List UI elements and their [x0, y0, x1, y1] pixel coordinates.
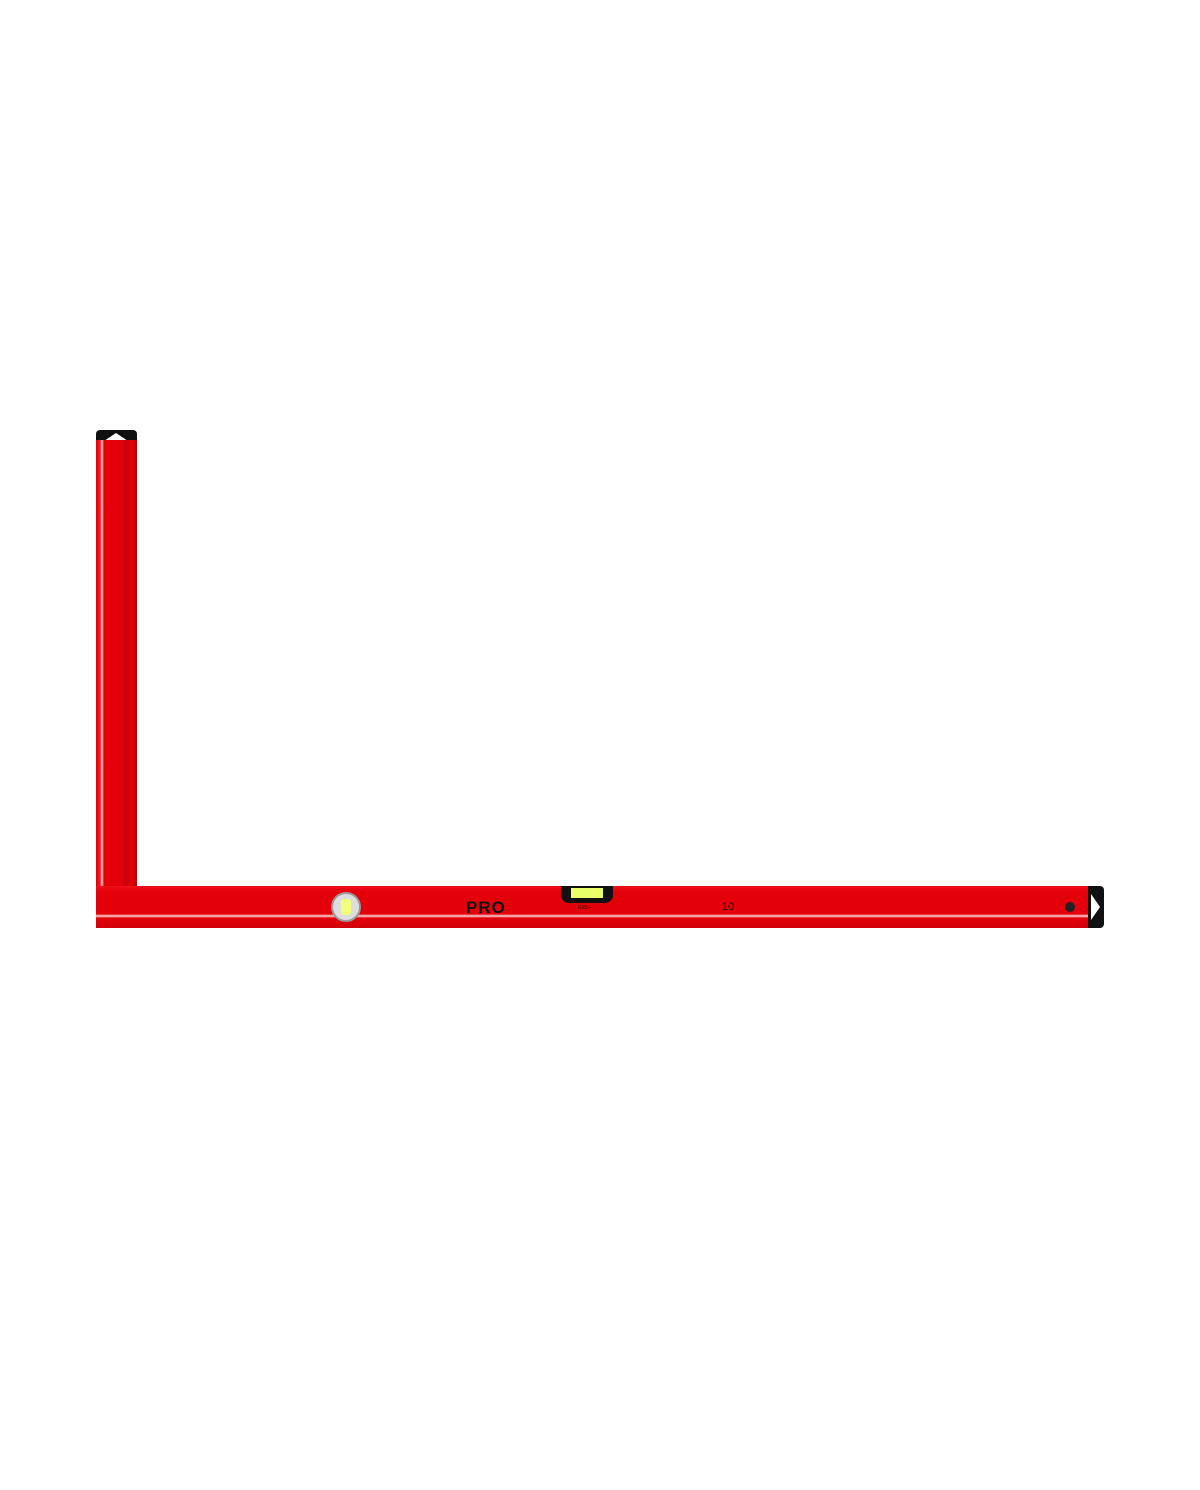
model-label: ERS+	[578, 905, 592, 911]
level-vial	[561, 886, 613, 903]
brand-logo: PRO	[466, 898, 506, 917]
hang-hole	[1065, 902, 1075, 912]
vertical-arm	[96, 440, 137, 928]
plumb-vial	[331, 892, 361, 922]
right-end-cap	[1088, 886, 1104, 928]
spec-number: 10	[722, 901, 735, 913]
